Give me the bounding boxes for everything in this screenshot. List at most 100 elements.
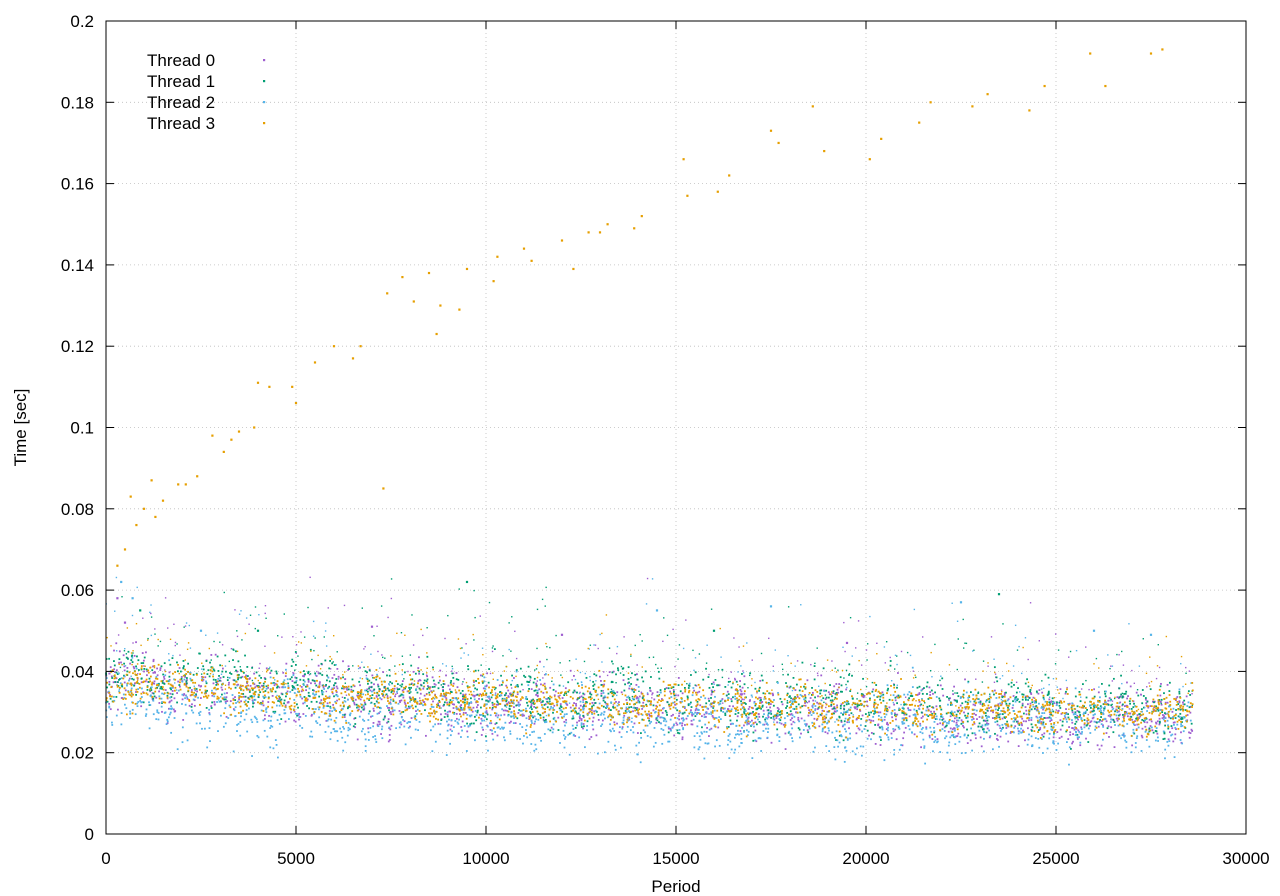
data-point xyxy=(951,703,954,706)
data-point xyxy=(544,673,547,675)
data-point xyxy=(691,694,694,697)
data-point xyxy=(940,715,943,718)
data-point xyxy=(337,675,340,678)
data-point xyxy=(403,688,405,691)
data-point xyxy=(951,602,953,604)
data-point xyxy=(117,634,120,636)
data-point xyxy=(956,692,959,694)
data-point xyxy=(1041,691,1044,694)
data-point xyxy=(267,719,270,722)
data-point xyxy=(112,700,115,703)
data-point xyxy=(696,711,699,714)
data-point xyxy=(1109,721,1112,724)
data-point xyxy=(1052,710,1055,713)
data-point xyxy=(736,733,739,735)
data-point xyxy=(390,691,393,694)
data-point xyxy=(376,706,378,709)
data-point xyxy=(183,678,186,681)
data-point xyxy=(496,734,499,737)
data-point xyxy=(1131,710,1134,713)
data-point xyxy=(1100,723,1103,726)
data-point xyxy=(952,690,954,692)
data-point xyxy=(1133,682,1136,685)
data-point xyxy=(1042,706,1045,709)
data-point xyxy=(974,737,977,740)
data-point xyxy=(341,687,343,690)
data-point xyxy=(484,687,487,690)
data-point xyxy=(1018,724,1021,726)
data-point xyxy=(157,718,160,721)
data-point xyxy=(567,733,570,736)
data-point xyxy=(402,696,405,699)
data-point xyxy=(843,621,845,624)
data-point xyxy=(1186,705,1189,707)
data-point xyxy=(646,692,649,694)
data-point xyxy=(234,706,237,709)
data-point xyxy=(449,742,451,745)
data-point xyxy=(1076,738,1079,740)
data-point xyxy=(347,698,349,701)
data-point xyxy=(113,668,116,671)
data-point xyxy=(1024,695,1027,698)
data-point xyxy=(387,740,390,743)
data-point xyxy=(773,718,776,721)
data-point xyxy=(790,713,793,715)
data-point xyxy=(568,660,571,662)
data-point xyxy=(721,698,724,700)
data-point xyxy=(1065,718,1068,721)
data-point xyxy=(710,682,713,685)
data-point xyxy=(1148,730,1151,733)
data-point xyxy=(344,700,347,703)
data-point xyxy=(734,678,737,681)
data-point xyxy=(870,719,873,722)
data-point xyxy=(495,703,498,706)
data-point xyxy=(893,668,896,670)
data-point xyxy=(325,705,328,707)
data-point xyxy=(887,687,890,690)
data-point xyxy=(1099,696,1101,699)
data-point xyxy=(499,694,502,697)
data-point xyxy=(118,650,121,653)
data-point xyxy=(564,687,567,690)
data-point xyxy=(703,730,706,733)
data-point xyxy=(828,693,831,696)
data-point xyxy=(423,679,426,682)
data-point xyxy=(182,665,185,668)
data-point xyxy=(854,706,857,709)
data-point xyxy=(730,671,732,673)
data-point xyxy=(800,717,803,720)
data-point xyxy=(735,709,737,712)
data-point xyxy=(817,702,820,705)
data-point xyxy=(241,639,243,641)
data-point xyxy=(610,688,613,691)
data-point xyxy=(161,710,163,713)
data-point xyxy=(388,674,391,677)
data-point xyxy=(747,716,750,719)
data-point xyxy=(503,697,506,700)
data-point xyxy=(786,705,788,708)
data-point xyxy=(633,691,635,693)
data-point xyxy=(240,700,243,703)
data-point xyxy=(1076,709,1079,712)
data-point xyxy=(1115,714,1118,717)
data-point xyxy=(810,714,813,716)
data-point xyxy=(1174,733,1177,736)
data-point xyxy=(779,719,782,721)
data-point xyxy=(706,726,708,729)
data-point xyxy=(851,750,854,753)
data-point xyxy=(654,741,657,744)
data-point xyxy=(156,711,159,713)
data-point xyxy=(343,727,345,730)
data-point xyxy=(148,727,151,730)
data-point xyxy=(967,712,970,715)
data-point xyxy=(707,742,710,745)
data-point xyxy=(972,717,975,720)
data-point xyxy=(789,719,792,721)
data-point xyxy=(348,668,350,670)
data-point xyxy=(761,704,764,707)
data-point xyxy=(168,680,171,682)
data-point xyxy=(757,713,760,715)
data-point xyxy=(224,722,227,725)
data-point xyxy=(522,689,524,691)
data-point xyxy=(1033,707,1036,710)
